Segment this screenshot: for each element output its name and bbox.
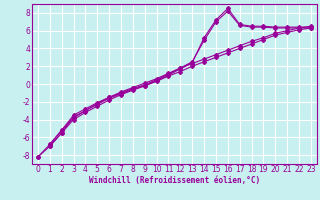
X-axis label: Windchill (Refroidissement éolien,°C): Windchill (Refroidissement éolien,°C)	[89, 176, 260, 185]
